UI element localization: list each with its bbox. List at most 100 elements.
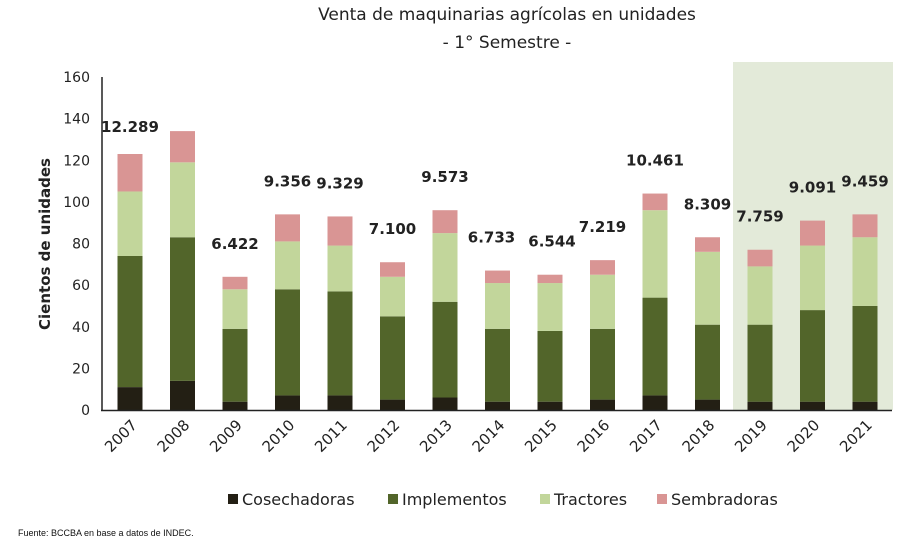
bar-cosechadoras-2013: [432, 397, 458, 410]
x-tick-label: 2021: [836, 416, 876, 456]
x-tick-label: 2009: [206, 416, 246, 456]
bar-implementos-2008: [170, 237, 195, 381]
bar-cosechadoras-2019: [747, 401, 773, 410]
data-label: 9.573: [421, 168, 468, 186]
y-tick-label: 40: [72, 320, 90, 336]
legend-label: Sembradoras: [671, 490, 778, 509]
bar-tractores-2020: [800, 245, 825, 311]
bar-sembradoras-2011: [327, 216, 353, 246]
bar-cosechadoras-2009: [222, 401, 248, 410]
y-axis-label: Cientos de unidades: [36, 158, 54, 330]
x-tick-label: 2013: [416, 416, 456, 456]
bar-tractores-2010: [275, 241, 300, 290]
bar-sembradoras-2021: [852, 214, 878, 238]
bar-cosechadoras-2008: [170, 380, 195, 410]
bar-cosechadoras-2020: [800, 401, 825, 410]
bar-tractores-2019: [747, 266, 773, 325]
bar-implementos-2011: [327, 291, 353, 396]
chart-title: Venta de maquinarias agrícolas en unidad…: [318, 5, 696, 25]
legend-label: Cosechadoras: [242, 490, 355, 509]
bar-cosechadoras-2014: [485, 401, 510, 410]
x-tick-label: 2016: [574, 416, 614, 456]
bar-sembradoras-2008: [170, 131, 195, 163]
bar-implementos-2018: [695, 324, 720, 400]
bar-sembradoras-2010: [275, 214, 300, 242]
legend-label: Implementos: [402, 490, 507, 509]
y-tick-label: 0: [81, 403, 90, 419]
data-label: 10.461: [626, 152, 684, 170]
bar-cosechadoras-2011: [327, 395, 353, 410]
bar-sembradoras-2019: [747, 249, 773, 267]
x-tick-label: 2011: [311, 416, 351, 456]
x-tick-label: 2012: [364, 416, 404, 456]
legend: Cosechadoras Implementos Tractores Sembrado…: [228, 490, 778, 509]
bar-sembradoras-2013: [432, 210, 458, 234]
bar-implementos-2016: [590, 328, 615, 400]
bar-cosechadoras-2007: [117, 387, 143, 410]
bar-tractores-2008: [170, 162, 195, 238]
legend-swatch-implementos: [388, 494, 398, 504]
bar-tractores-2012: [380, 276, 405, 317]
bar-tractores-2015: [537, 283, 563, 331]
bar-sembradoras-2015: [537, 274, 563, 284]
x-tick-label: 2015: [521, 416, 561, 456]
bar-tractores-2018: [695, 251, 720, 325]
y-tick-label: 80: [72, 237, 90, 253]
data-label: 7.219: [579, 218, 626, 236]
bar-implementos-2020: [800, 310, 825, 402]
bar-implementos-2010: [275, 289, 300, 396]
y-tick-label: 160: [63, 70, 90, 86]
bar-implementos-2013: [432, 301, 458, 398]
bar-implementos-2012: [380, 316, 405, 400]
bar-tractores-2016: [590, 274, 615, 329]
bar-sembradoras-2007: [117, 154, 143, 192]
bar-cosechadoras-2015: [537, 401, 563, 410]
data-label: 7.100: [369, 220, 416, 238]
bar-tractores-2017: [642, 210, 668, 298]
bar-sembradoras-2018: [695, 237, 720, 252]
bar-tractores-2009: [222, 289, 248, 329]
bar-cosechadoras-2012: [380, 399, 405, 410]
bar-implementos-2009: [222, 328, 248, 402]
bar-implementos-2015: [537, 330, 563, 402]
bar-implementos-2019: [747, 324, 773, 402]
bar-cosechadoras-2018: [695, 399, 720, 410]
bar-tractores-2013: [432, 233, 458, 302]
bar-sembradoras-2017: [642, 193, 668, 211]
bar-cosechadoras-2010: [275, 395, 300, 410]
x-tick-label: 2014: [469, 416, 509, 456]
bar-tractores-2007: [117, 191, 143, 256]
data-label: 9.329: [316, 174, 363, 192]
y-tick-label: 140: [63, 112, 90, 128]
legend-label: Tractores: [553, 490, 627, 509]
bar-tractores-2021: [852, 237, 878, 306]
data-label: 9.356: [264, 172, 311, 190]
data-label: 9.091: [789, 179, 836, 197]
y-tick-label: 120: [63, 153, 90, 169]
bar-cosechadoras-2016: [590, 399, 615, 410]
x-tick-label: 2019: [731, 416, 771, 456]
bar-implementos-2021: [852, 305, 878, 402]
data-label: 12.289: [101, 118, 159, 136]
data-label: 9.459: [841, 172, 888, 190]
bar-implementos-2014: [485, 328, 510, 402]
bar-sembradoras-2016: [590, 260, 615, 275]
source-note: Fuente: BCCBA en base a datos de INDEC.: [18, 528, 194, 538]
y-tick-label: 60: [72, 278, 90, 294]
bar-implementos-2017: [642, 297, 668, 396]
bar-tractores-2014: [485, 283, 510, 329]
bar-cosechadoras-2017: [642, 395, 668, 410]
legend-swatch-sembradoras: [657, 494, 667, 504]
x-tick-label: 2017: [626, 416, 666, 456]
x-tick-label: 2020: [784, 416, 824, 456]
data-label: 6.733: [468, 229, 515, 247]
bar-sembradoras-2009: [222, 276, 248, 290]
y-tick-label: 100: [63, 195, 90, 211]
y-tick-label: 20: [72, 361, 90, 377]
data-label: 8.309: [684, 195, 731, 213]
data-label: 7.759: [736, 208, 783, 226]
bar-sembradoras-2012: [380, 262, 405, 277]
bar-cosechadoras-2021: [852, 401, 878, 410]
data-label: 6.422: [211, 235, 258, 253]
